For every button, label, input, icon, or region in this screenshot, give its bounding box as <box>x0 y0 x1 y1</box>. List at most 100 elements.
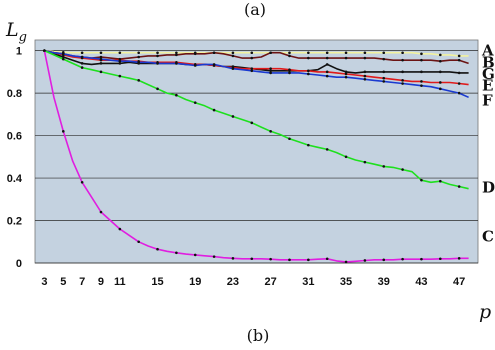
data-point-a <box>382 51 386 55</box>
data-point-f <box>250 69 254 73</box>
data-point-f <box>193 64 197 67</box>
grid-lines <box>35 50 478 264</box>
x-tick-label: 31 <box>302 276 314 288</box>
data-point-c <box>269 257 272 261</box>
data-point-d <box>457 185 461 188</box>
data-point-f <box>401 82 404 85</box>
data-point-c <box>307 258 310 262</box>
data-point-e <box>344 72 348 76</box>
x-tick-label: 43 <box>415 276 427 288</box>
data-point-g <box>80 62 84 65</box>
data-point-b <box>193 52 197 56</box>
data-point-b <box>156 54 159 58</box>
x-tick-label: 27 <box>265 276 277 288</box>
y-axis-title: Lg <box>5 19 27 45</box>
x-tick-label: 3 <box>41 276 47 288</box>
data-point-c <box>420 257 423 261</box>
data-point-c <box>175 251 178 255</box>
plot-area <box>34 39 479 264</box>
data-point-d <box>288 137 291 141</box>
data-point-f <box>344 75 348 79</box>
data-point-a <box>420 52 423 56</box>
series-label-e: E <box>482 77 493 95</box>
data-point-c <box>382 258 386 262</box>
data-point-e <box>269 67 272 70</box>
data-point-a <box>231 51 235 55</box>
data-point-a <box>344 51 348 55</box>
x-tick-label: 11 <box>114 276 126 288</box>
data-point-b <box>288 54 291 58</box>
data-point-g <box>401 70 404 74</box>
data-point-g <box>118 62 122 65</box>
y-axis-title-main: L <box>5 19 19 41</box>
series-c <box>43 49 469 264</box>
data-point-g <box>99 62 103 65</box>
y-tick-label: 0.8 <box>7 88 22 100</box>
y-tick-labels: 0 0.2 0.4 0.6 0.8 1 <box>7 46 23 270</box>
data-point-a <box>118 51 122 55</box>
data-point-c <box>250 257 254 261</box>
data-point-c <box>212 255 216 258</box>
data-point-f <box>212 63 216 66</box>
data-point-a <box>156 51 159 55</box>
data-point-c <box>43 49 46 52</box>
data-point-f <box>61 52 65 56</box>
data-point-d <box>212 108 216 112</box>
data-point-a <box>137 51 140 55</box>
data-point-f <box>288 71 291 75</box>
y-tick-label: 1 <box>16 46 22 58</box>
x-tick-label: 15 <box>151 276 163 288</box>
data-point-c <box>231 257 235 260</box>
data-point-e <box>363 74 367 78</box>
data-point-f <box>137 61 140 64</box>
series-line-f <box>44 49 469 99</box>
data-point-c <box>344 260 348 264</box>
data-point-f <box>269 71 272 75</box>
data-point-f <box>420 84 423 87</box>
x-tick-label: 9 <box>98 276 104 288</box>
data-point-c <box>438 257 442 261</box>
data-point-g <box>325 63 329 66</box>
series-label-c: C <box>482 227 494 245</box>
x-tick-label: 47 <box>453 276 465 288</box>
series-line-b <box>44 49 469 65</box>
data-point-d <box>269 130 272 133</box>
data-point-f <box>80 55 84 59</box>
data-point-g <box>269 69 272 73</box>
data-point-a <box>401 51 404 55</box>
y-tick-label: 0.6 <box>7 131 22 143</box>
x-tick-labels: 3 5 7 9 11 15 19 23 27 31 35 39 43 47 <box>41 276 465 288</box>
data-point-e <box>401 79 404 82</box>
data-point-a <box>288 51 291 55</box>
data-point-f <box>118 59 122 63</box>
data-point-c <box>156 247 159 251</box>
data-point-d <box>382 165 386 168</box>
data-point-c <box>80 180 84 184</box>
data-point-g <box>420 70 423 74</box>
data-point-f <box>438 87 442 91</box>
data-point-a <box>457 54 461 58</box>
data-point-b <box>212 51 216 55</box>
data-point-f <box>99 57 103 61</box>
data-point-e <box>288 68 291 72</box>
data-point-c <box>118 227 122 231</box>
data-point-a <box>250 51 254 55</box>
data-point-d <box>401 168 404 171</box>
y-axis-title-sub: g <box>19 30 27 45</box>
data-point-a <box>363 51 367 55</box>
data-point-e <box>420 80 423 83</box>
series-f <box>43 49 469 99</box>
x-tick-label: 7 <box>79 276 85 288</box>
data-point-a <box>80 51 84 55</box>
x-tick-label: 23 <box>227 276 239 288</box>
data-point-g <box>382 70 386 74</box>
data-point-d <box>61 57 65 61</box>
data-point-b <box>250 56 254 60</box>
data-point-c <box>457 257 461 260</box>
y-tick-label: 0 <box>16 258 22 270</box>
data-point-c <box>325 257 329 261</box>
x-axis-title: p <box>479 301 491 323</box>
series-label-a: A <box>481 42 494 60</box>
data-point-b <box>382 57 386 61</box>
